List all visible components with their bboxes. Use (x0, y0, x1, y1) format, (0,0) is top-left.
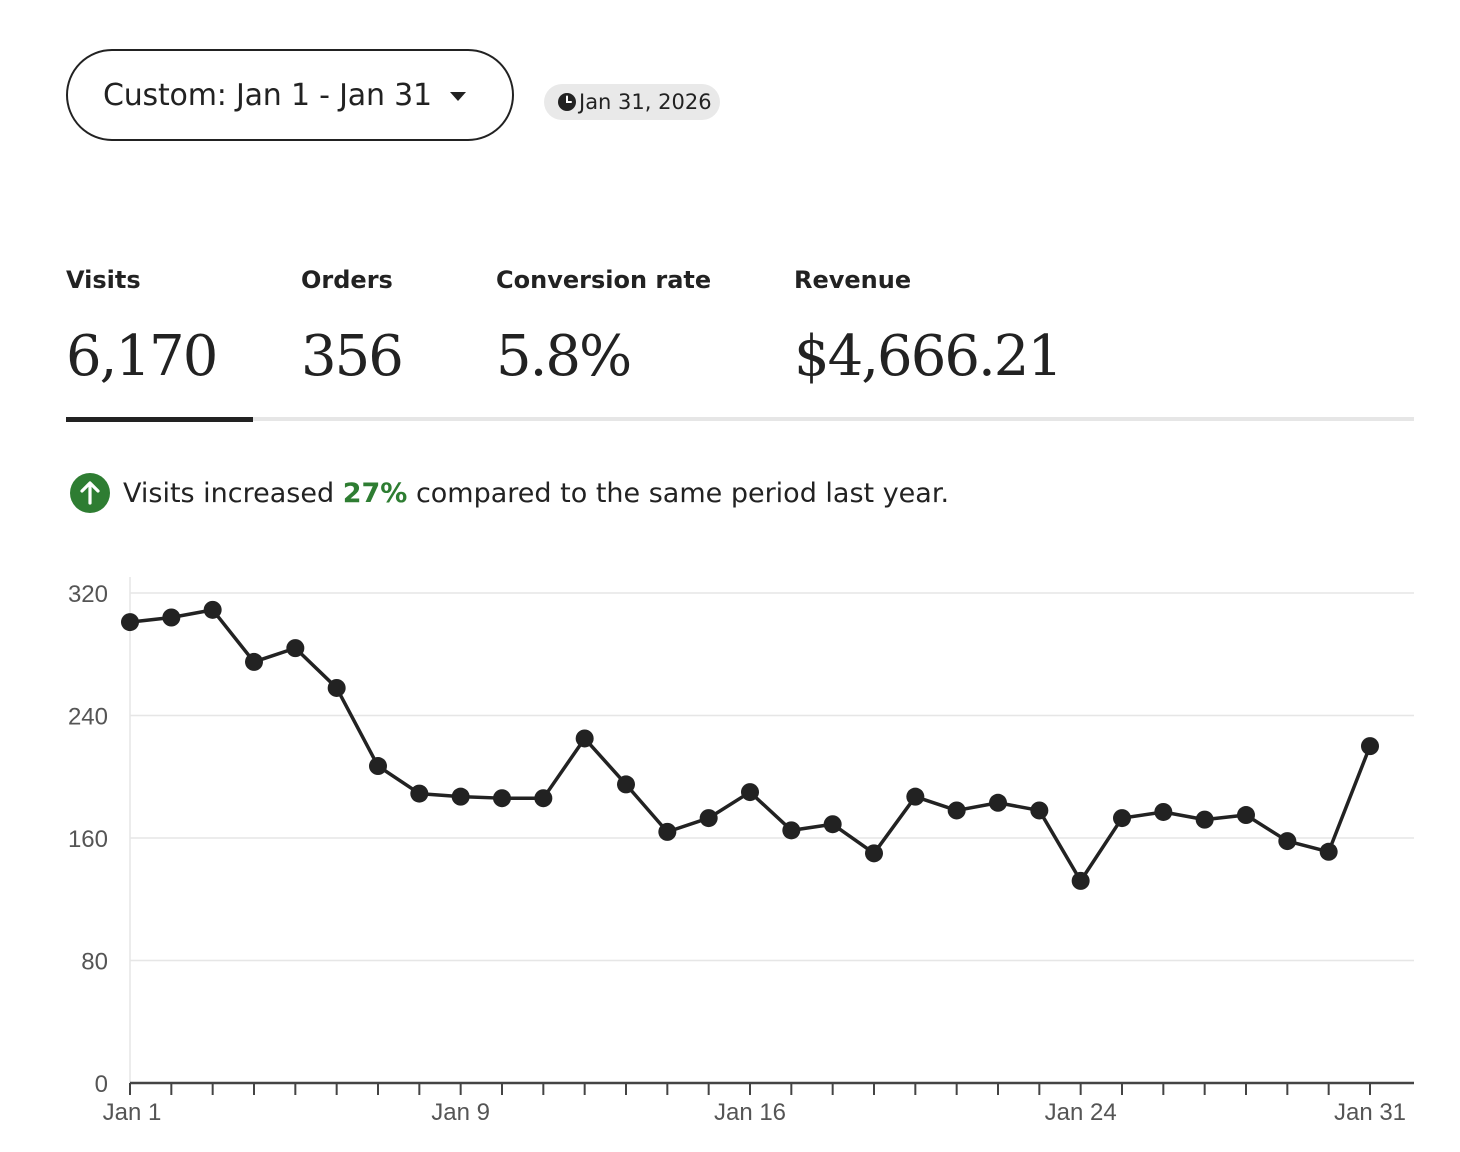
data-point (1113, 809, 1131, 828)
data-point (1278, 832, 1297, 851)
metric-value: $4,666.21 (794, 324, 1063, 389)
date-range-label: Custom: Jan 1 - Jan 31 (103, 77, 432, 113)
data-point (121, 613, 139, 632)
data-point (1237, 806, 1255, 825)
x-tick-label: Jan 31 (1334, 1099, 1406, 1126)
data-point (410, 784, 429, 803)
data-point (865, 844, 883, 863)
data-point (327, 678, 346, 697)
data-point (451, 787, 470, 806)
data-point (1319, 842, 1338, 861)
last-updated-badge: Jan 31, 2026 (544, 84, 720, 120)
metric-value: 6,170 (66, 324, 218, 389)
insight-message: Visits increased 27% compared to the sam… (69, 472, 949, 514)
y-tick-label: 80 (81, 949, 108, 976)
metric-label: Visits (66, 266, 141, 294)
metric-conversion-rate-tab[interactable]: Conversion rate 5.8% (496, 266, 711, 389)
data-point (1361, 737, 1379, 756)
data-point (658, 822, 677, 841)
metric-visits-tab[interactable]: Visits 6,170 (66, 266, 218, 389)
data-point (203, 600, 222, 619)
data-point (1195, 810, 1214, 829)
data-point (947, 801, 966, 820)
metric-label: Orders (301, 266, 393, 294)
data-point (575, 729, 594, 748)
insight-percent: 27% (342, 477, 408, 509)
insight-suffix: compared to the same period last year. (407, 477, 950, 509)
metric-label: Revenue (794, 266, 912, 294)
series-line (129, 608, 1372, 883)
metric-revenue-tab[interactable]: Revenue $4,666.21 (794, 266, 1063, 389)
data-point (534, 789, 553, 808)
data-point (741, 783, 759, 802)
tab-divider (66, 417, 1414, 421)
data-point (245, 652, 263, 671)
data-point (782, 821, 801, 840)
active-tab-indicator (66, 417, 253, 422)
data-point (823, 815, 842, 834)
last-updated-date: Jan 31, 2026 (579, 90, 712, 114)
data-point (1154, 802, 1173, 821)
metric-value: 356 (301, 324, 404, 389)
x-tick-label: Jan 24 (1045, 1099, 1117, 1126)
clock-icon (558, 93, 576, 111)
metric-label: Conversion rate (496, 266, 712, 294)
y-tick-label: 240 (68, 704, 108, 731)
date-range-dropdown[interactable]: Custom: Jan 1 - Jan 31 (66, 49, 514, 141)
metric-value: 5.8% (496, 324, 632, 389)
data-point (989, 793, 1007, 812)
x-tick-label: Jan 1 (103, 1099, 162, 1126)
y-tick-label: 0 (95, 1071, 108, 1098)
data-point (617, 775, 635, 794)
data-point (906, 787, 925, 806)
data-point (1071, 871, 1090, 890)
data-point (369, 757, 387, 776)
insight-text: Visits increased 27% compared to the sam… (123, 478, 949, 509)
chevron-down-icon (449, 92, 466, 101)
x-tick-label: Jan 16 (714, 1099, 786, 1126)
data-point (286, 639, 305, 658)
metric-orders-tab[interactable]: Orders 356 (301, 266, 404, 389)
data-point (493, 789, 511, 808)
arrow-up-icon (70, 473, 110, 513)
x-tick-label: Jan 9 (431, 1099, 490, 1126)
data-point (1030, 801, 1049, 820)
y-tick-label: 320 (68, 581, 108, 608)
data-point (162, 608, 181, 627)
y-tick-label: 160 (68, 826, 108, 853)
visits-line-chart: 0 80 160 240 320 Jan 1 Jan 9 Jan 16 Jan 24 Jan 31 (68, 577, 1414, 1126)
data-point (699, 809, 718, 828)
insight-prefix: Visits increased (123, 477, 343, 509)
